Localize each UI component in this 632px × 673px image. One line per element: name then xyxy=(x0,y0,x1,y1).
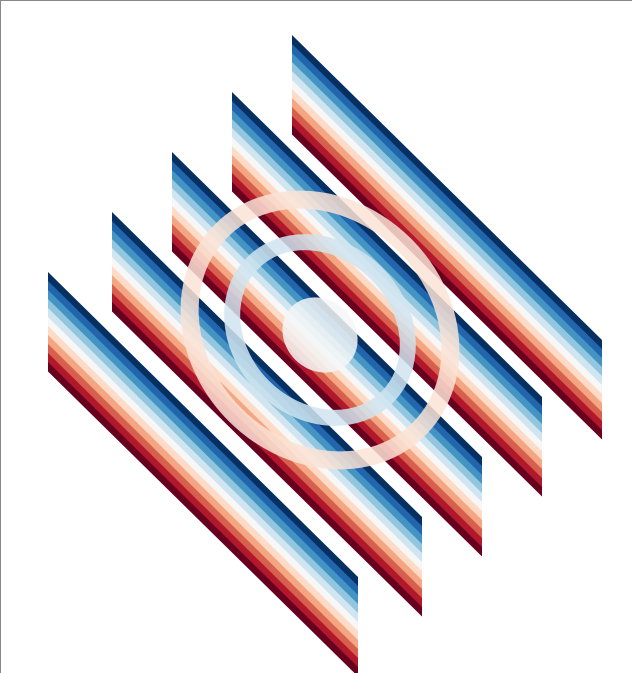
surface-band xyxy=(292,35,602,350)
surface-band xyxy=(232,146,542,461)
surface-band xyxy=(232,173,542,488)
surface-band xyxy=(48,317,358,632)
surface-band xyxy=(172,242,482,557)
surface-band xyxy=(292,89,602,404)
surface-band xyxy=(48,362,358,673)
surface-band xyxy=(48,353,358,668)
center-ring xyxy=(180,190,460,470)
surface-band xyxy=(112,293,422,608)
surface-band xyxy=(48,290,358,605)
surface-band xyxy=(292,62,602,377)
surface-band xyxy=(292,71,602,386)
surface-band xyxy=(172,233,482,548)
surface-band xyxy=(48,272,358,587)
surface-band xyxy=(292,116,602,431)
surface-band xyxy=(232,155,542,470)
surface-band xyxy=(48,344,358,659)
surface-band xyxy=(232,182,542,497)
surface-band xyxy=(292,80,602,395)
surface-band xyxy=(112,302,422,617)
surface-band xyxy=(232,110,542,425)
surface-band xyxy=(48,281,358,596)
surface-band xyxy=(292,53,602,368)
surface-band xyxy=(48,308,358,623)
surface-band xyxy=(48,335,358,650)
surface-band xyxy=(232,101,542,416)
surface-band xyxy=(48,326,358,641)
surface-band xyxy=(292,98,602,413)
surface-band xyxy=(292,107,602,422)
surface-band xyxy=(292,44,602,359)
surface-band xyxy=(48,299,358,614)
surface-band xyxy=(292,125,602,440)
surface-band xyxy=(232,92,542,407)
surface-band xyxy=(172,224,482,539)
